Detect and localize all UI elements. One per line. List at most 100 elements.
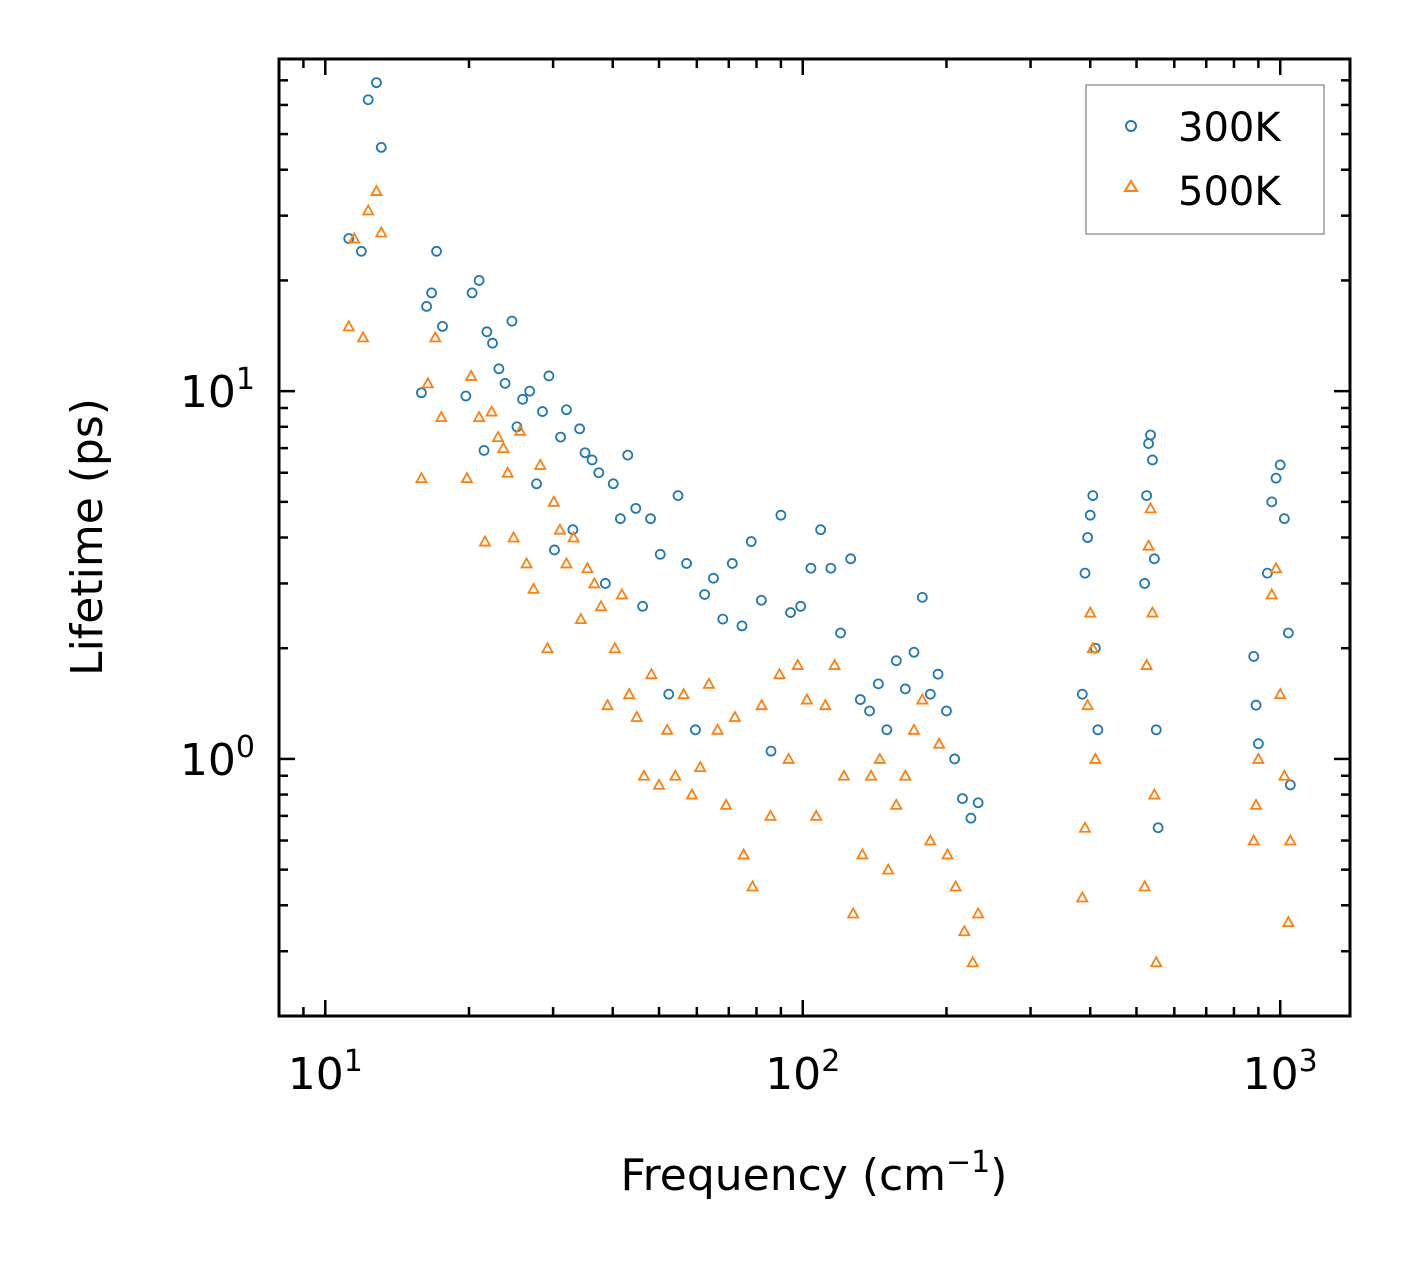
point-300k	[630, 502, 642, 514]
point-500k	[361, 203, 375, 216]
point-500k	[644, 667, 658, 680]
point-300k	[785, 607, 796, 618]
point-300k	[965, 812, 977, 824]
point-300k	[599, 578, 611, 589]
point-300k	[845, 553, 857, 565]
point-500k	[421, 376, 435, 389]
point-300k	[555, 431, 566, 443]
point-500k	[1138, 879, 1152, 892]
point-500k	[915, 692, 929, 705]
point-500k	[772, 667, 787, 680]
x-tick-label: 102	[765, 1044, 840, 1100]
point-500k	[1088, 752, 1102, 764]
point-500k	[434, 410, 448, 423]
point-300k	[708, 572, 719, 584]
point-300k	[421, 300, 432, 312]
point-300k	[899, 683, 911, 695]
point-300k	[614, 513, 626, 525]
point-500k	[342, 319, 356, 332]
plot-area	[342, 77, 1297, 968]
point-500k	[791, 658, 805, 670]
point-500k	[1078, 820, 1092, 833]
plot-frame	[277, 57, 1352, 1018]
point-500k	[608, 641, 622, 654]
point-300k	[466, 287, 478, 299]
point-500k	[737, 847, 751, 860]
point-300k	[805, 562, 817, 574]
point-500k	[574, 612, 588, 624]
series-300k-points	[343, 77, 1296, 834]
point-500k	[971, 906, 985, 919]
point-300k	[1079, 567, 1091, 579]
point-500k	[668, 768, 682, 781]
point-500k	[719, 798, 733, 810]
point-300k	[1145, 429, 1156, 441]
point-300k	[908, 646, 920, 658]
legend-label-500k: 500K	[1178, 169, 1282, 215]
point-500k	[746, 879, 760, 892]
point-500k	[660, 722, 674, 735]
point-300k	[825, 562, 837, 574]
x-tick-label: 103	[1243, 1044, 1318, 1100]
point-300k	[1252, 738, 1264, 750]
point-300k	[524, 385, 536, 397]
point-500k	[374, 225, 388, 238]
point-300k	[1084, 509, 1096, 521]
point-300k	[487, 337, 498, 349]
point-300k	[362, 94, 374, 106]
point-500k	[369, 184, 383, 196]
point-300k	[593, 467, 605, 479]
x-tick-label: 101	[288, 1044, 363, 1100]
point-300k	[1261, 567, 1273, 579]
point-500k	[1147, 787, 1161, 800]
point-500k	[460, 471, 474, 484]
point-500k	[702, 677, 716, 689]
point-300k	[437, 320, 448, 332]
point-500k	[846, 906, 860, 919]
point-500k	[622, 687, 636, 700]
point-300k	[531, 478, 542, 490]
point-300k	[537, 406, 548, 417]
point-300k	[775, 509, 787, 521]
point-500k	[873, 752, 887, 764]
point-300k	[517, 393, 529, 405]
point-500k	[1247, 833, 1261, 846]
point-300k	[690, 724, 701, 736]
point-500k	[800, 692, 814, 705]
point-300k	[1282, 627, 1294, 639]
point-300k	[1087, 490, 1099, 501]
point-500k	[1149, 955, 1163, 968]
point-300k	[726, 558, 738, 569]
point-300k	[622, 449, 634, 461]
point-500k	[652, 778, 666, 790]
point-300k	[499, 377, 511, 389]
point-300k	[426, 287, 438, 299]
series-500k-points	[342, 184, 1297, 968]
y-tick-label: 101	[180, 362, 255, 418]
point-300k	[481, 326, 493, 338]
point-500k	[587, 576, 601, 589]
point-300k	[717, 613, 729, 625]
point-300k	[1141, 490, 1153, 501]
point-300k	[854, 694, 866, 705]
point-300k	[1076, 688, 1088, 700]
point-300k	[473, 275, 485, 286]
point-500k	[630, 710, 644, 722]
point-500k	[491, 430, 505, 442]
point-500k	[566, 530, 581, 543]
point-500k	[693, 760, 707, 773]
legend-marker-300k	[1125, 120, 1137, 132]
point-300k	[924, 688, 936, 700]
point-500k	[428, 330, 442, 343]
point-300k	[574, 423, 586, 435]
point-300k	[1150, 724, 1162, 736]
point-500k	[1075, 890, 1089, 903]
point-300k	[1082, 532, 1094, 543]
point-500k	[677, 687, 691, 700]
point-300k	[1147, 454, 1158, 466]
legend-label-300k: 300K	[1178, 105, 1282, 151]
point-500k	[782, 752, 796, 764]
point-300k	[355, 245, 367, 257]
point-300k	[957, 793, 968, 805]
point-300k	[637, 600, 649, 612]
